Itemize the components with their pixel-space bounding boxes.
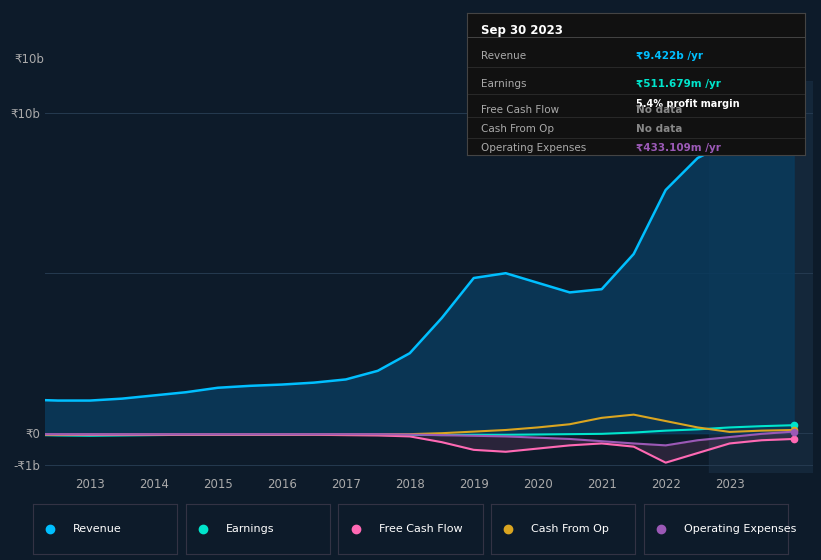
Text: Earnings: Earnings — [480, 79, 526, 89]
Text: Revenue: Revenue — [480, 50, 525, 60]
Text: ₹433.109m /yr: ₹433.109m /yr — [636, 143, 721, 153]
Text: No data: No data — [636, 124, 682, 134]
Text: Earnings: Earnings — [226, 524, 274, 534]
Text: Operating Expenses: Operating Expenses — [684, 524, 796, 534]
Text: Cash From Op: Cash From Op — [480, 124, 553, 134]
Text: 5.4% profit margin: 5.4% profit margin — [636, 99, 740, 109]
Text: No data: No data — [636, 105, 682, 115]
Bar — [709, 81, 813, 473]
Text: ₹10b: ₹10b — [15, 53, 44, 66]
Text: Free Cash Flow: Free Cash Flow — [378, 524, 462, 534]
Text: Revenue: Revenue — [73, 524, 122, 534]
Text: Free Cash Flow: Free Cash Flow — [480, 105, 558, 115]
Text: Cash From Op: Cash From Op — [531, 524, 609, 534]
Text: ₹511.679m /yr: ₹511.679m /yr — [636, 79, 721, 89]
Text: Operating Expenses: Operating Expenses — [480, 143, 585, 153]
Text: ₹9.422b /yr: ₹9.422b /yr — [636, 50, 703, 60]
Text: Sep 30 2023: Sep 30 2023 — [480, 25, 562, 38]
